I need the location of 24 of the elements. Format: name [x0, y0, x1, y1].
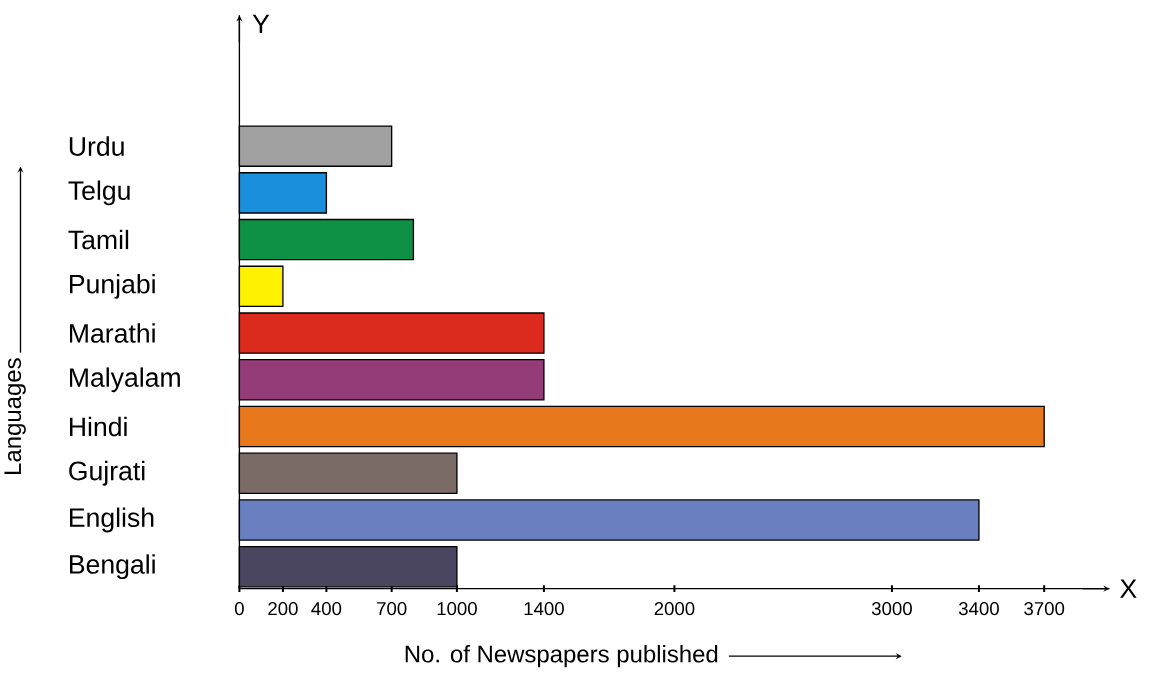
x-tick-label: 3000: [871, 601, 912, 615]
y-tick-label: Marathi: [70, 323, 155, 343]
y-tick-label: Gujrati: [69, 460, 145, 486]
y-tick-label: Malyalam: [70, 367, 180, 392]
x-axis-title: No. of Newspapers published: [405, 644, 718, 668]
x-tick-label: 2000: [654, 601, 695, 615]
x-tick-label: 700: [377, 601, 407, 615]
x-tick-label: 1400: [524, 601, 564, 615]
y-tick-label: Tamil: [68, 229, 129, 250]
y-tick-label: Telgu: [68, 180, 130, 206]
text: Y: [252, 14, 270, 33]
x-tick-label: 3700: [1024, 601, 1065, 615]
text: X: [1120, 579, 1137, 598]
x-tick-label: 400: [311, 601, 342, 615]
y-tick-label: Hindi: [70, 416, 127, 437]
y-tick-label: Urdu: [69, 136, 124, 156]
y-tick-label: Bengali: [70, 554, 155, 579]
y-axis-title: Languages: [4, 358, 26, 474]
y-tick-label: English: [70, 507, 154, 533]
x-tick-label: 0: [234, 601, 244, 615]
x-tick-label: 200: [268, 601, 298, 615]
y-tick-label: Punjabi: [70, 273, 155, 299]
x-tick-label: 1000: [437, 601, 477, 615]
x-tick-label: 3400: [958, 601, 999, 615]
